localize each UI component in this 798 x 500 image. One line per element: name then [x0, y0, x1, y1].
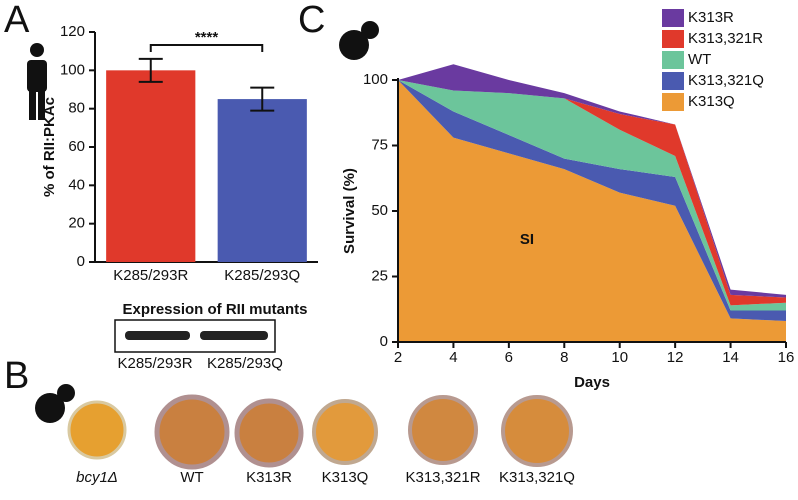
plate-label: K313R [246, 469, 292, 486]
plate-label: K313Q [322, 469, 369, 486]
y-tick-label: 80 [68, 100, 85, 117]
panel-letter: C [298, 0, 325, 41]
plate-label: bcy1Δ [76, 469, 118, 486]
y-tick-label: 75 [371, 136, 388, 153]
plates [67, 394, 573, 470]
blot-lane: K285/293R [117, 355, 192, 372]
legend-label: WT [688, 51, 711, 68]
legend-label: K313R [688, 9, 734, 26]
legend-swatch [662, 9, 684, 27]
x-tick-label: 14 [722, 349, 739, 366]
plate [501, 395, 573, 467]
x-tick-label: 4 [449, 349, 457, 366]
blot-band [125, 331, 190, 340]
legend-swatch [662, 93, 684, 111]
plate-label: K313,321R [405, 469, 480, 486]
x-tick-label: 12 [667, 349, 684, 366]
plate-label: K313,321Q [499, 469, 575, 486]
significance-bracket [149, 44, 264, 52]
x-tick-label: 2 [394, 349, 402, 366]
legend-label: K313,321R [688, 30, 763, 47]
y-tick-label: 0 [77, 253, 85, 270]
area [398, 80, 786, 342]
panel-letter: B [4, 355, 29, 397]
blot-band [200, 331, 268, 340]
legend-swatch [662, 30, 684, 48]
area [398, 80, 786, 311]
x-tick-label: 16 [778, 349, 795, 366]
bar [217, 99, 307, 262]
y-tick-label: 100 [60, 61, 85, 78]
panel-letter: A [4, 0, 30, 41]
blot-title: Expression of RII mutants [122, 301, 307, 318]
human-icon [27, 43, 47, 120]
plate [67, 400, 127, 460]
y-tick-label: 50 [371, 202, 388, 219]
legend-swatch [662, 72, 684, 90]
y-tick-label: 25 [371, 267, 388, 284]
plate [312, 399, 378, 465]
y-tick-label: 0 [380, 333, 388, 350]
plate [234, 398, 304, 468]
y-tick-label: 100 [363, 71, 388, 88]
y-tick-label: 60 [68, 138, 85, 155]
plate [408, 395, 478, 465]
x-tick-label: 8 [560, 349, 568, 366]
error-bar [250, 86, 275, 112]
area [398, 80, 786, 322]
x-tick-label: K285/293Q [224, 267, 300, 284]
blot-lane: K285/293Q [207, 355, 283, 372]
y-axis-label: Survival (%) [341, 168, 358, 254]
legend-swatch [662, 51, 684, 69]
plate-label: WT [180, 469, 203, 486]
error-bar [138, 57, 163, 83]
x-axis-label: Days [574, 374, 610, 391]
y-tick-label: 40 [68, 176, 85, 193]
y-axis-label: % of RII:PKAc [41, 97, 58, 197]
y-tick-label: 120 [60, 23, 85, 40]
area-annotation: SI [520, 231, 534, 248]
y-tick-label: 20 [68, 215, 85, 232]
yeast-icon [35, 21, 379, 423]
x-tick-label: K285/293R [113, 267, 188, 284]
bar [106, 70, 196, 262]
legend-label: K313Q [688, 93, 735, 110]
x-tick-label: 10 [611, 349, 628, 366]
significance-label: **** [195, 29, 219, 46]
plate [154, 394, 230, 470]
legend-label: K313,321Q [688, 72, 764, 89]
x-tick-label: 6 [505, 349, 513, 366]
